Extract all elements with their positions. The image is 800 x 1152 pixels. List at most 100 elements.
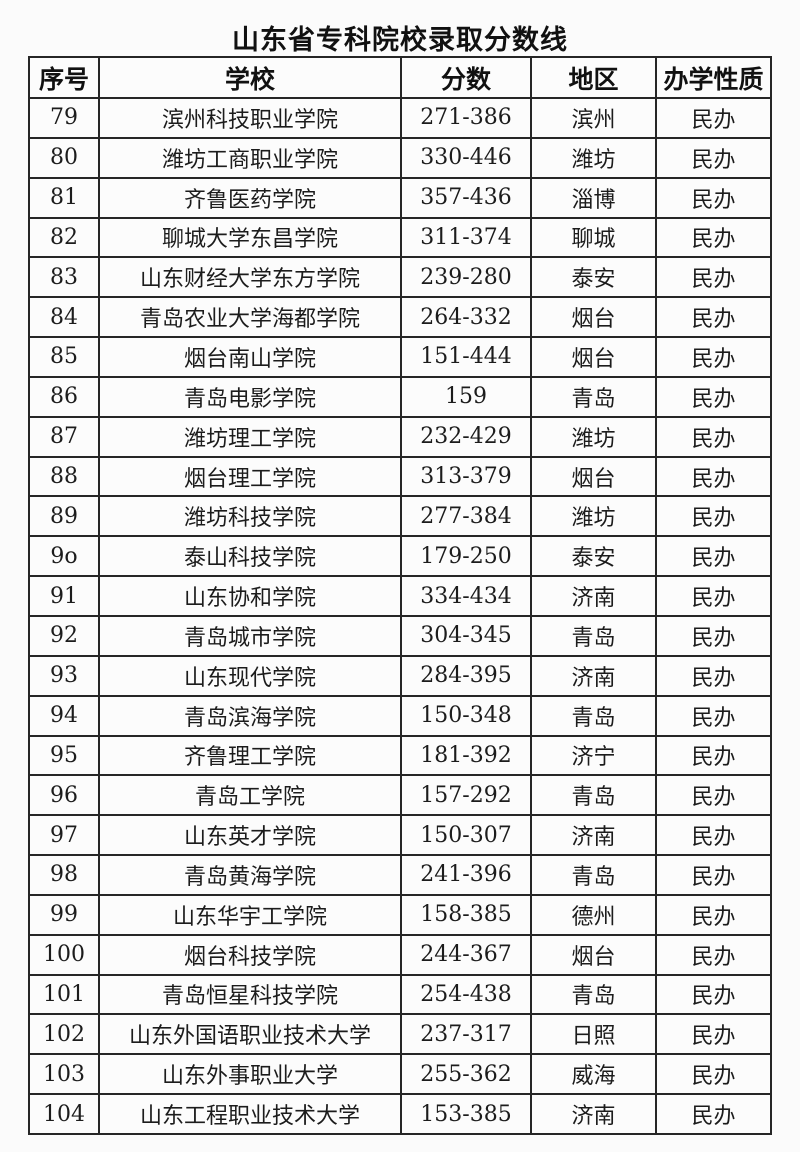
cell-type: 民办 xyxy=(655,216,772,259)
table-header: 序号 学校 分数 地区 办学性质 xyxy=(28,56,772,99)
page-title: 山东省专科院校录取分数线 xyxy=(232,25,568,56)
table-row: 91 山东协和学院 334-434 济南 民办 xyxy=(28,575,772,617)
cell-score: 264-332 xyxy=(400,296,532,339)
cell-index: 85 xyxy=(28,336,100,378)
cell-type: 民办 xyxy=(655,734,772,777)
cell-school: 山东现代学院 xyxy=(98,654,402,697)
cell-region: 潍坊 xyxy=(530,415,657,458)
cell-school: 烟台南山学院 xyxy=(98,336,402,378)
cell-index: 80 xyxy=(28,136,100,179)
cell-type: 民办 xyxy=(655,176,772,219)
cell-type: 民办 xyxy=(655,336,772,378)
cell-school: 青岛城市学院 xyxy=(98,614,402,657)
cell-school: 山东财经大学东方学院 xyxy=(98,256,402,299)
header-row: 序号 学校 分数 地区 办学性质 xyxy=(28,56,772,99)
cell-school: 山东英才学院 xyxy=(98,814,402,857)
cell-index: 99 xyxy=(28,893,100,936)
cell-school: 青岛工学院 xyxy=(98,774,402,817)
cell-school: 潍坊工商职业学院 xyxy=(98,136,402,179)
cell-school: 烟台理工学院 xyxy=(98,455,402,498)
table-body: 79 滨州科技职业学院 271-386 滨州 民办 80 潍坊工商职业学院 33… xyxy=(28,97,772,1135)
cell-region: 青岛 xyxy=(530,854,657,896)
table-row: 104 山东工程职业技术大学 153-385 济南 民办 xyxy=(28,1093,772,1135)
cell-region: 青岛 xyxy=(530,614,657,657)
cell-school: 齐鲁理工学院 xyxy=(98,734,402,777)
cell-type: 民办 xyxy=(655,1053,772,1096)
cell-index: 96 xyxy=(28,774,100,817)
cell-type: 民办 xyxy=(655,256,772,299)
cell-score: 151-444 xyxy=(400,336,532,378)
cell-score: 237-317 xyxy=(400,1013,532,1056)
table-row: 97 山东英才学院 150-307 济南 民办 xyxy=(28,814,772,857)
cell-index: 98 xyxy=(28,854,100,896)
table-row: 95 齐鲁理工学院 181-392 济宁 民办 xyxy=(28,734,772,777)
cell-score: 241-396 xyxy=(400,854,532,896)
cell-region: 德州 xyxy=(530,893,657,936)
table-row: 82 聊城大学东昌学院 311-374 聊城 民办 xyxy=(28,216,772,259)
cell-index: 9o xyxy=(28,535,100,578)
cell-region: 济南 xyxy=(530,814,657,857)
cell-index: 82 xyxy=(28,216,100,259)
cell-school: 潍坊理工学院 xyxy=(98,415,402,458)
cell-region: 威海 xyxy=(530,1053,657,1096)
cell-score: 330-446 xyxy=(400,136,532,179)
cell-region: 济南 xyxy=(530,1093,657,1135)
cell-region: 日照 xyxy=(530,1013,657,1056)
cell-school: 滨州科技职业学院 xyxy=(98,97,402,139)
cell-school: 泰山科技学院 xyxy=(98,535,402,578)
table-row: 83 山东财经大学东方学院 239-280 泰安 民办 xyxy=(28,256,772,299)
cell-type: 民办 xyxy=(655,1013,772,1056)
table-row: 79 滨州科技职业学院 271-386 滨州 民办 xyxy=(28,97,772,139)
cell-score: 239-280 xyxy=(400,256,532,299)
cell-index: 79 xyxy=(28,97,100,139)
cell-school: 山东协和学院 xyxy=(98,575,402,617)
header-school: 学校 xyxy=(98,56,402,99)
cell-region: 烟台 xyxy=(530,455,657,498)
cell-index: 86 xyxy=(28,375,100,418)
table-row: 80 潍坊工商职业学院 330-446 潍坊 民办 xyxy=(28,136,772,179)
cell-type: 民办 xyxy=(655,973,772,1016)
cell-score: 271-386 xyxy=(400,97,532,139)
cell-score: 254-438 xyxy=(400,973,532,1016)
cell-score: 304-345 xyxy=(400,614,532,657)
table-row: 86 青岛电影学院 159 青岛 民办 xyxy=(28,375,772,418)
table-row: 94 青岛滨海学院 150-348 青岛 民办 xyxy=(28,694,772,737)
cell-school: 青岛滨海学院 xyxy=(98,694,402,737)
table-row: 101 青岛恒星科技学院 254-438 青岛 民办 xyxy=(28,973,772,1016)
cell-score: 159 xyxy=(400,375,532,418)
cell-score: 334-434 xyxy=(400,575,532,617)
cell-type: 民办 xyxy=(655,97,772,139)
cell-index: 81 xyxy=(28,176,100,219)
cell-school: 山东华宇工学院 xyxy=(98,893,402,936)
cell-school: 青岛黄海学院 xyxy=(98,854,402,896)
table-row: 87 潍坊理工学院 232-429 潍坊 民办 xyxy=(28,415,772,458)
admission-scores-table: 序号 学校 分数 地区 办学性质 79 滨州科技职业学院 271-386 滨州 … xyxy=(28,56,772,1135)
table-row: 96 青岛工学院 157-292 青岛 民办 xyxy=(28,774,772,817)
cell-index: 97 xyxy=(28,814,100,857)
cell-index: 102 xyxy=(28,1013,100,1056)
cell-region: 济南 xyxy=(530,654,657,697)
table-row: 93 山东现代学院 284-395 济南 民办 xyxy=(28,654,772,697)
cell-school: 烟台科技学院 xyxy=(98,933,402,976)
cell-region: 潍坊 xyxy=(530,495,657,538)
header-type: 办学性质 xyxy=(655,56,772,99)
cell-score: 153-385 xyxy=(400,1093,532,1135)
cell-type: 民办 xyxy=(655,575,772,617)
cell-index: 87 xyxy=(28,415,100,458)
cell-score: 244-367 xyxy=(400,933,532,976)
cell-school: 聊城大学东昌学院 xyxy=(98,216,402,259)
cell-score: 181-392 xyxy=(400,734,532,777)
cell-type: 民办 xyxy=(655,814,772,857)
cell-region: 烟台 xyxy=(530,336,657,378)
table-row: 85 烟台南山学院 151-444 烟台 民办 xyxy=(28,336,772,378)
cell-region: 泰安 xyxy=(530,256,657,299)
cell-region: 青岛 xyxy=(530,375,657,418)
cell-region: 青岛 xyxy=(530,973,657,1016)
cell-index: 88 xyxy=(28,455,100,498)
cell-score: 150-348 xyxy=(400,694,532,737)
cell-school: 齐鲁医药学院 xyxy=(98,176,402,219)
header-region: 地区 xyxy=(530,56,657,99)
table-row: 81 齐鲁医药学院 357-436 淄博 民办 xyxy=(28,176,772,219)
cell-index: 103 xyxy=(28,1053,100,1096)
cell-score: 277-384 xyxy=(400,495,532,538)
